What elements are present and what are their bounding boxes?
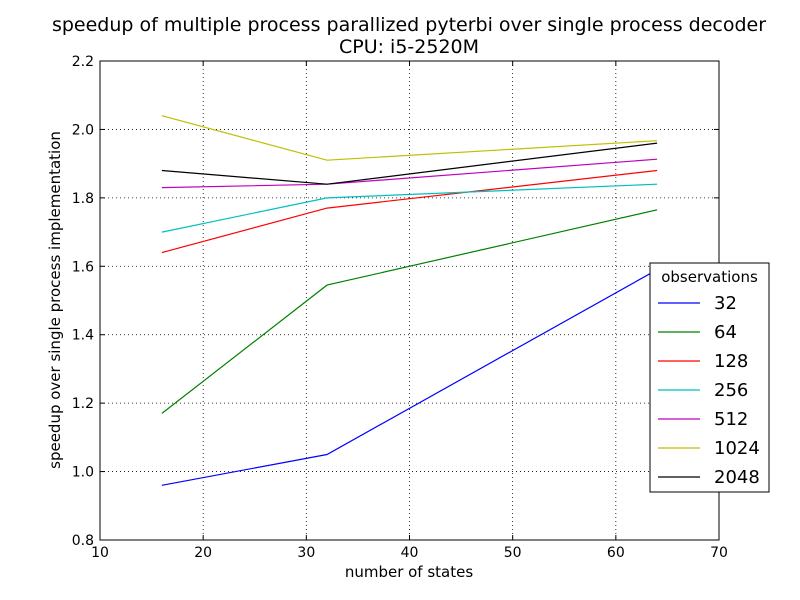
- legend-label-64: 64: [714, 322, 737, 343]
- grid-lines: [100, 61, 719, 540]
- legend-label-128: 128: [714, 351, 748, 372]
- series-line-64: [161, 209, 658, 414]
- y-tick-label: 2.0: [72, 122, 94, 138]
- series-line-2048: [161, 142, 658, 185]
- legend-box: [649, 262, 770, 493]
- x-tick-label: 20: [194, 545, 212, 561]
- x-tick-label: 60: [607, 545, 625, 561]
- x-tick-label: 40: [401, 545, 419, 561]
- y-tick-label: 1.2: [72, 396, 94, 412]
- legend-label-2048: 2048: [714, 467, 760, 488]
- chart-subtitle: CPU: i5-2520M: [339, 36, 479, 58]
- y-tick-label: 1.4: [72, 328, 94, 344]
- legend-title: observations: [661, 268, 758, 286]
- y-axis-label: speedup over single process implementati…: [46, 131, 64, 469]
- series-line-256: [161, 183, 658, 233]
- series-line-32: [161, 269, 658, 486]
- y-tick-label: 1.0: [72, 465, 94, 481]
- y-tick-label: 1.8: [72, 191, 94, 207]
- x-tick-label: 70: [710, 545, 728, 561]
- legend-label-32: 32: [714, 293, 737, 314]
- legend: observations 32 64 128 256 512 1024 2048: [649, 262, 770, 493]
- series-line-128: [161, 169, 658, 254]
- y-tick-label: 1.6: [72, 259, 94, 275]
- y-tick-label: 2.2: [72, 54, 94, 70]
- x-tick-label: 10: [91, 545, 109, 561]
- x-tick-label: 30: [297, 545, 315, 561]
- chart-title: speedup of multiple process parallized p…: [52, 14, 766, 36]
- legend-label-256: 256: [714, 380, 748, 401]
- x-axis-label: number of states: [345, 563, 474, 581]
- series-line-1024: [161, 115, 658, 161]
- x-tick-label: 50: [504, 545, 522, 561]
- y-tick-label: 0.8: [72, 533, 94, 549]
- plot-frame: [99, 60, 720, 541]
- axis-ticks: 10 20 30 40 50 60 70 0.8 1.0 1.2 1.4 1.6 1.8 2.0 2.2: [72, 54, 728, 561]
- series-lines: [161, 115, 658, 486]
- legend-label-512: 512: [714, 409, 748, 430]
- legend-label-1024: 1024: [714, 438, 760, 459]
